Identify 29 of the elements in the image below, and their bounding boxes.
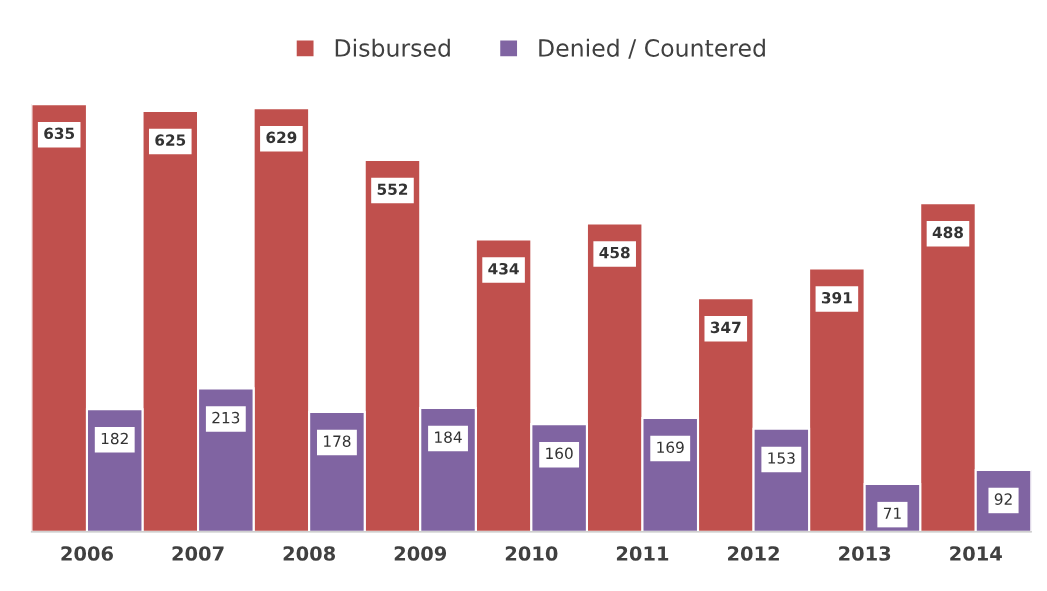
data-label: 169 <box>657 441 684 454</box>
data-label: 153 <box>768 452 795 464</box>
x-tick-label: 2010 <box>505 546 558 561</box>
data-label: 625 <box>155 134 186 146</box>
data-label: 213 <box>212 411 240 424</box>
data-label: 182 <box>101 432 128 445</box>
x-tick-label: 2007 <box>172 546 224 561</box>
x-tick-label: 2013 <box>839 546 891 561</box>
data-label: 178 <box>324 435 351 447</box>
data-label: 92 <box>994 493 1012 505</box>
data-label: 71 <box>883 507 901 519</box>
data-label: 552 <box>377 183 408 196</box>
x-tick-label: 2011 <box>616 546 669 561</box>
data-label: 458 <box>599 246 630 259</box>
x-tick-label: 2006 <box>61 546 113 561</box>
x-tick-label: 2009 <box>394 546 447 561</box>
data-label: 184 <box>435 431 462 443</box>
x-tick-label: 2012 <box>728 546 779 561</box>
data-label: 347 <box>710 321 741 334</box>
data-label: 160 <box>546 447 573 460</box>
x-tick-label: 2008 <box>283 546 336 561</box>
data-label: 434 <box>488 262 519 275</box>
data-label: 391 <box>821 291 852 304</box>
x-tick-label: 2014 <box>950 546 1002 561</box>
data-label: 488 <box>932 226 963 239</box>
legend-label: Disbursed <box>335 38 450 57</box>
data-label: 629 <box>266 131 297 144</box>
legend-label: Denied / Countered <box>539 38 765 59</box>
data-label: 635 <box>44 127 75 140</box>
